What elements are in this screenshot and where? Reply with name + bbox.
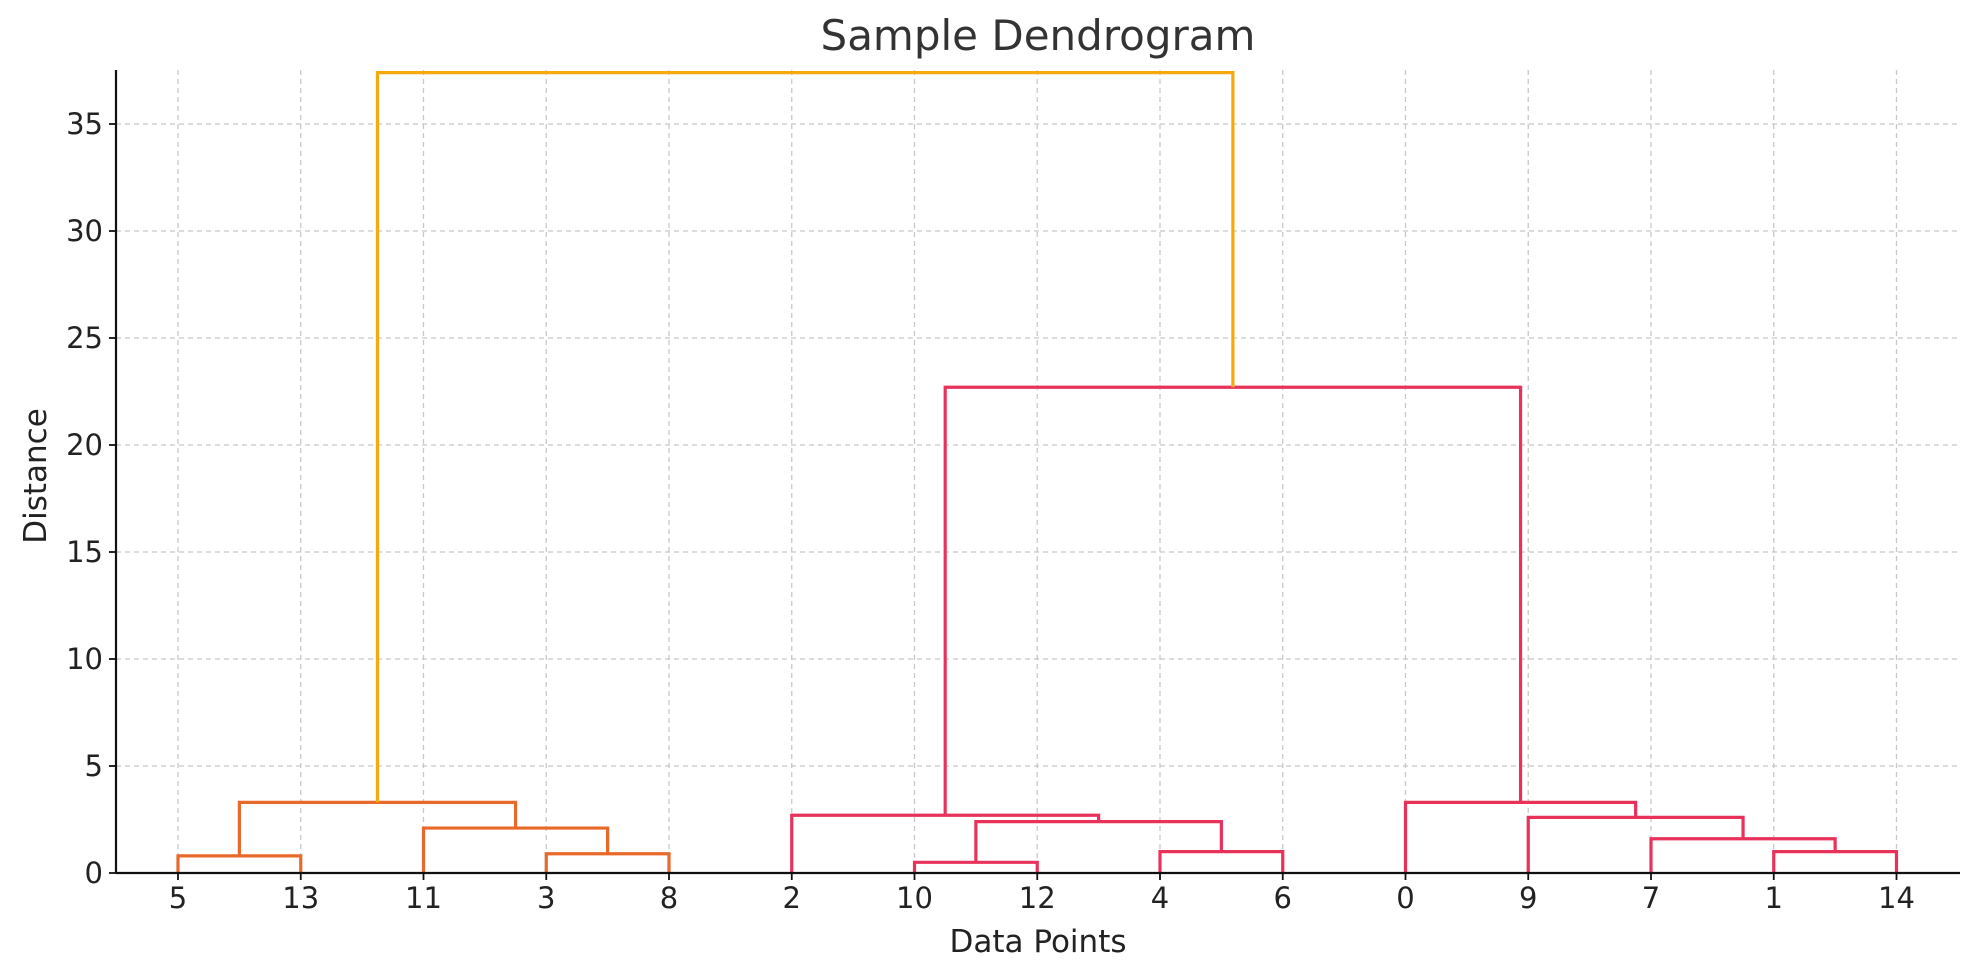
dendrogram-link — [943, 385, 1523, 816]
dendrogram-link — [912, 860, 1039, 873]
y-axis-label: Distance — [18, 408, 54, 544]
y-tick-label: 25 — [66, 321, 103, 355]
dendrogram-link — [790, 813, 1101, 873]
grid — [116, 70, 1960, 873]
dendrogram-link — [1772, 850, 1899, 873]
y-tick-label: 5 — [85, 749, 103, 783]
dendrogram-link — [375, 71, 1235, 803]
x-axis-label: Data Points — [950, 924, 1127, 960]
x-tick-label: 14 — [1878, 881, 1915, 915]
x-tick-label: 1 — [1765, 881, 1783, 915]
dendrogram-link — [176, 854, 303, 873]
x-tick-label: 7 — [1642, 881, 1660, 915]
dendrogram-links — [176, 71, 1899, 873]
dendrogram-link — [974, 820, 1223, 863]
x-tick-label: 13 — [282, 881, 319, 915]
dendrogram-link — [544, 852, 671, 873]
y-tick-label: 35 — [66, 107, 103, 141]
x-tick-label: 4 — [1151, 881, 1169, 915]
y-tick-label: 30 — [66, 214, 103, 248]
x-tick-label: 3 — [537, 881, 555, 915]
y-tick-label: 0 — [85, 856, 103, 890]
x-tick-label: 9 — [1519, 881, 1537, 915]
y-tick-label: 20 — [66, 428, 103, 462]
x-tick-label: 5 — [169, 881, 187, 915]
dendrogram-link — [1158, 850, 1285, 873]
chart-title: Sample Dendrogram — [821, 11, 1256, 60]
y-tick-label: 15 — [66, 535, 103, 569]
x-tick-label: 6 — [1274, 881, 1292, 915]
dendrogram-link — [421, 826, 610, 873]
dendrogram-link — [1649, 837, 1837, 873]
dendrogram-link — [1526, 815, 1745, 873]
axes — [109, 70, 1960, 880]
x-tick-label: 0 — [1396, 881, 1414, 915]
x-tick-label: 12 — [1019, 881, 1056, 915]
y-tick-label: 10 — [66, 642, 103, 676]
y-tick-labels: 0 5 10 15 20 25 30 35 — [66, 107, 103, 890]
x-tick-label: 8 — [660, 881, 678, 915]
x-tick-labels: 5 13 11 3 8 2 10 12 4 6 0 9 7 1 14 — [169, 881, 1915, 915]
dendrogram-link — [1403, 800, 1638, 873]
x-tick-label: 11 — [405, 881, 442, 915]
x-tick-label: 2 — [783, 881, 801, 915]
x-tick-label: 10 — [896, 881, 933, 915]
